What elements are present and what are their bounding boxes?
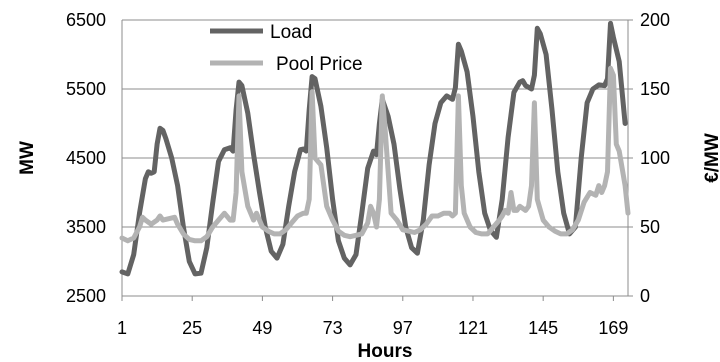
y-right-tick-label-150: 150 xyxy=(640,79,670,99)
y-left-tick-label-3500: 3500 xyxy=(66,217,106,237)
y-right-tick-label-200: 200 xyxy=(640,10,670,30)
x-tick-label-121: 121 xyxy=(458,318,488,338)
axes xyxy=(121,19,633,301)
x-tick-label-73: 73 xyxy=(323,318,343,338)
x-axis-title: Hours xyxy=(358,341,413,362)
series-lines xyxy=(119,20,631,277)
legend-label-load: Load xyxy=(270,22,312,43)
x-tick-label-49: 49 xyxy=(252,318,272,338)
tick-labels: 2500 3500 4500 5500 6500 0 50 100 150 200 1 25 49 73 9… xyxy=(66,10,670,338)
x-tick-label-97: 97 xyxy=(393,318,413,338)
x-tick-label-25: 25 xyxy=(182,318,202,338)
y-axis-left-title: MW xyxy=(17,141,38,175)
x-tick-label-169: 169 xyxy=(598,318,628,338)
x-tick-label-1: 1 xyxy=(117,318,127,338)
x-tick-label-145: 145 xyxy=(528,318,558,338)
series-line-pool-price xyxy=(119,65,631,244)
gridlines xyxy=(122,19,628,297)
y-right-tick-label-50: 50 xyxy=(640,217,660,237)
legend-label-pool-price: Pool Price xyxy=(276,54,363,75)
y-right-tick-label-0: 0 xyxy=(640,286,650,306)
y-left-tick-label-4500: 4500 xyxy=(66,148,106,168)
y-left-tick-label-6500: 6500 xyxy=(66,10,106,30)
y-left-tick-label-2500: 2500 xyxy=(66,286,106,306)
y-axis-right-title: €/MW xyxy=(702,133,720,183)
legend: Load Pool Price xyxy=(210,22,363,75)
y-right-tick-label-100: 100 xyxy=(640,148,670,168)
y-left-tick-label-5500: 5500 xyxy=(66,79,106,99)
series-line-load xyxy=(119,20,628,277)
